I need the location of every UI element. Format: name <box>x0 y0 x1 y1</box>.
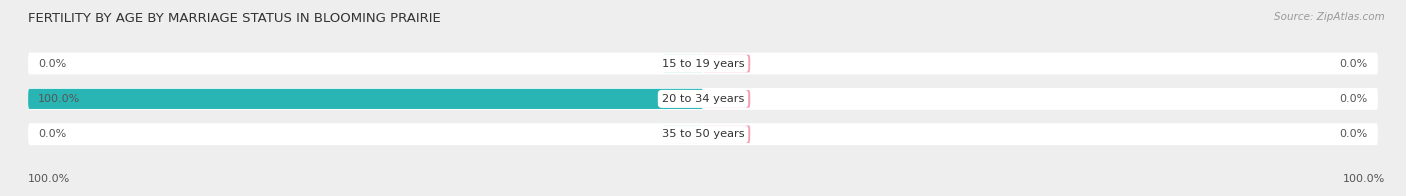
Text: 35 to 50 years: 35 to 50 years <box>662 129 744 139</box>
Text: 0.0%: 0.0% <box>38 129 66 139</box>
FancyBboxPatch shape <box>703 90 751 108</box>
FancyBboxPatch shape <box>28 89 703 109</box>
Text: 100.0%: 100.0% <box>38 94 80 104</box>
Text: 100.0%: 100.0% <box>1343 174 1385 184</box>
Text: 15 to 19 years: 15 to 19 years <box>662 59 744 69</box>
FancyBboxPatch shape <box>662 55 703 72</box>
Text: 0.0%: 0.0% <box>1340 129 1368 139</box>
Text: 0.0%: 0.0% <box>1340 94 1368 104</box>
FancyBboxPatch shape <box>28 123 1378 145</box>
FancyBboxPatch shape <box>703 55 751 72</box>
Text: 0.0%: 0.0% <box>38 59 66 69</box>
FancyBboxPatch shape <box>28 53 1378 74</box>
FancyBboxPatch shape <box>662 125 703 143</box>
Text: 100.0%: 100.0% <box>28 174 70 184</box>
Text: FERTILITY BY AGE BY MARRIAGE STATUS IN BLOOMING PRAIRIE: FERTILITY BY AGE BY MARRIAGE STATUS IN B… <box>28 12 441 25</box>
FancyBboxPatch shape <box>662 90 703 108</box>
Text: 20 to 34 years: 20 to 34 years <box>662 94 744 104</box>
Text: 0.0%: 0.0% <box>1340 59 1368 69</box>
FancyBboxPatch shape <box>703 125 751 143</box>
FancyBboxPatch shape <box>28 88 1378 110</box>
Text: Source: ZipAtlas.com: Source: ZipAtlas.com <box>1274 12 1385 22</box>
